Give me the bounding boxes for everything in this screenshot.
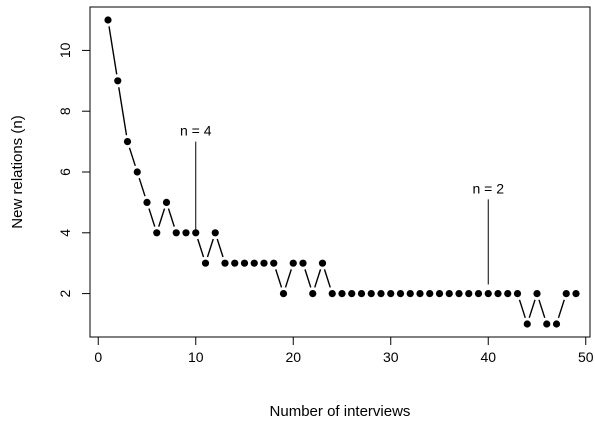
series-segment bbox=[304, 269, 312, 288]
x-tick-label: 40 bbox=[480, 349, 496, 365]
plot-frame bbox=[89, 6, 591, 338]
series-segment bbox=[216, 238, 224, 258]
data-point bbox=[299, 259, 307, 267]
data-point bbox=[445, 290, 453, 298]
data-point bbox=[474, 290, 483, 298]
series-segment bbox=[108, 26, 118, 75]
data-point bbox=[484, 290, 492, 298]
data-point bbox=[153, 229, 161, 237]
data-point bbox=[396, 290, 405, 298]
data-point bbox=[231, 259, 239, 267]
series-segment bbox=[206, 238, 214, 258]
data-point bbox=[426, 290, 434, 298]
series-segment bbox=[314, 269, 322, 288]
data-point bbox=[435, 290, 444, 298]
series-segment bbox=[167, 208, 175, 227]
data-point bbox=[455, 290, 463, 298]
data-point bbox=[162, 198, 171, 206]
data-point bbox=[143, 198, 151, 206]
data-point bbox=[494, 290, 502, 298]
series-segment bbox=[528, 299, 536, 319]
data-point bbox=[552, 320, 561, 328]
data-point bbox=[406, 290, 414, 298]
x-tick-label: 0 bbox=[94, 349, 102, 365]
y-axis-label: New relations (n) bbox=[9, 115, 26, 228]
data-point bbox=[260, 259, 268, 267]
data-point bbox=[562, 290, 570, 298]
data-point bbox=[367, 290, 375, 298]
y-tick-label: 4 bbox=[57, 229, 73, 237]
series-segment bbox=[275, 269, 283, 288]
y-tick-label: 6 bbox=[57, 168, 73, 176]
data-point bbox=[357, 290, 366, 298]
data-point bbox=[133, 168, 141, 176]
annotation-label: n = 2 bbox=[472, 180, 504, 196]
series-segment bbox=[284, 269, 292, 288]
data-point bbox=[201, 259, 210, 267]
data-point bbox=[182, 229, 190, 237]
series-points bbox=[104, 16, 580, 328]
series-segment bbox=[128, 147, 136, 167]
data-point bbox=[240, 259, 249, 267]
y-tick-label: 10 bbox=[57, 42, 73, 58]
data-point bbox=[123, 138, 132, 146]
series-segment bbox=[538, 299, 546, 319]
x-tick-label: 20 bbox=[285, 349, 301, 365]
series-segment bbox=[518, 299, 526, 319]
series-segment bbox=[197, 238, 205, 258]
x-tick-label: 30 bbox=[383, 349, 399, 365]
data-point bbox=[348, 290, 356, 298]
data-point bbox=[465, 290, 473, 298]
x-tick-label: 10 bbox=[188, 349, 204, 365]
data-point bbox=[543, 320, 551, 328]
series-segment bbox=[138, 177, 146, 197]
series-segment bbox=[557, 299, 565, 319]
series-lines bbox=[108, 26, 565, 319]
data-point bbox=[172, 229, 180, 237]
data-point bbox=[523, 320, 531, 328]
data-point bbox=[387, 290, 395, 298]
data-point bbox=[416, 290, 424, 298]
annotations: n = 4 n = 2 bbox=[180, 123, 504, 285]
series-segment bbox=[158, 208, 166, 227]
data-point bbox=[104, 16, 112, 24]
data-point bbox=[270, 259, 278, 267]
data-point bbox=[318, 259, 327, 267]
data-point bbox=[377, 290, 385, 298]
annotation-label: n = 4 bbox=[180, 123, 212, 139]
x-axis-label: Number of interviews bbox=[270, 403, 411, 420]
data-point bbox=[328, 290, 336, 298]
data-point bbox=[338, 290, 346, 298]
data-point bbox=[289, 259, 297, 267]
series-segment bbox=[118, 87, 128, 136]
x-tick-label: 50 bbox=[578, 349, 594, 365]
data-point bbox=[114, 77, 122, 85]
data-point bbox=[279, 290, 288, 298]
data-point bbox=[533, 290, 541, 298]
y-tick-label: 2 bbox=[57, 289, 73, 297]
data-point bbox=[250, 259, 258, 267]
data-point bbox=[221, 259, 229, 267]
data-point bbox=[572, 290, 580, 298]
series-segment bbox=[323, 269, 331, 288]
series-segment bbox=[148, 208, 156, 227]
data-point bbox=[309, 290, 317, 298]
data-point bbox=[513, 290, 522, 298]
axes: 0 10 20 30 40 50 2 4 6 8 10 bbox=[57, 6, 594, 365]
y-tick-label: 8 bbox=[57, 107, 73, 115]
data-point bbox=[211, 229, 219, 237]
data-point bbox=[504, 290, 512, 298]
